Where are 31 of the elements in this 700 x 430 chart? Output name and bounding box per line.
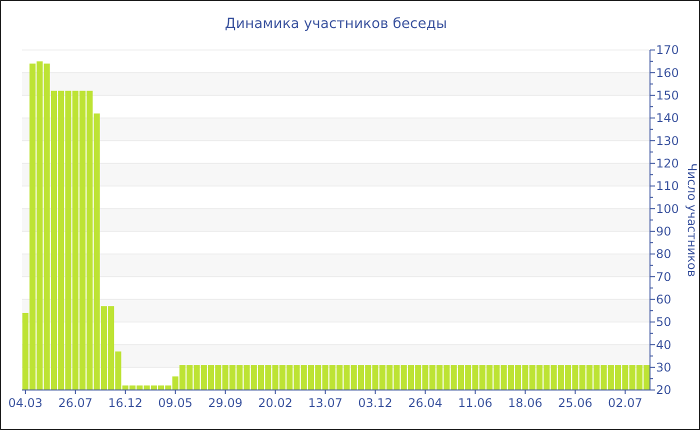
y-tick-label: 70 (656, 270, 672, 284)
x-tick-label: 26.04 (408, 396, 442, 410)
y-tick-label: 30 (656, 360, 672, 375)
x-tick-label: 26.07 (58, 396, 93, 410)
y-tick-label: 150 (656, 88, 679, 103)
y-tick-label: 130 (656, 134, 679, 148)
y-tick-label: 80 (656, 247, 672, 262)
y-tick-label: 140 (656, 111, 679, 126)
y-tick-label: 160 (656, 66, 679, 80)
y-tick-label: 100 (656, 202, 679, 216)
y-tick-label: 40 (656, 338, 672, 352)
x-tick-label: 02.07 (608, 396, 642, 410)
x-tick-label: 11.06 (458, 396, 492, 410)
x-tick-label: 29.09 (208, 396, 243, 410)
y-tick-label: 110 (656, 179, 679, 194)
x-tick-label: 09.05 (158, 396, 193, 410)
y-tick-label: 50 (656, 315, 672, 330)
x-tick-label: 18.06 (508, 396, 542, 410)
x-tick-label: 16.12 (108, 396, 143, 410)
y-tick-label: 90 (656, 224, 672, 239)
x-tick-label: 04.03 (8, 396, 43, 410)
y-tick-label: 20 (656, 383, 672, 398)
y-tick-label: 120 (656, 156, 679, 171)
x-tick-label: 03.12 (358, 396, 392, 410)
y-tick-label: 170 (656, 43, 679, 58)
x-tick-label: 13.07 (308, 396, 342, 410)
y-tick-label: 60 (656, 292, 672, 307)
y-axis-title: Число участников (685, 163, 699, 277)
chart-title: Динамика участников беседы (224, 16, 448, 32)
x-tick-label: 20.02 (258, 396, 292, 410)
x-tick-label: 25.06 (558, 396, 592, 410)
